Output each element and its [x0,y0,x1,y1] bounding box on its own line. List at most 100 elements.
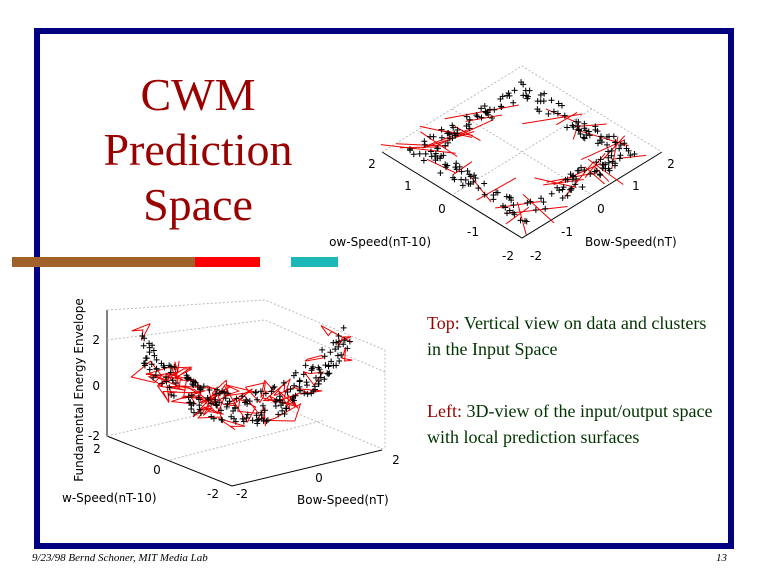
plus-marker [511,211,518,218]
axis-label: w-Speed(nT-10) [62,491,157,505]
tick-label: 0 [438,202,446,216]
plus-marker [569,122,576,129]
cluster-line [602,135,626,161]
plus-marker [184,376,191,383]
tick-label: -2 [88,429,100,443]
plus-marker [171,364,178,371]
plus-marker [338,351,345,358]
plus-marker [612,139,619,146]
plus-marker [249,417,256,424]
plus-marker [153,366,160,373]
plus-marker [140,342,147,349]
cluster-line [522,193,555,224]
caption: Left: 3D-view of the input/output space … [427,398,717,450]
cluster-line [435,119,494,147]
plus-marker [166,384,173,391]
plus-marker [148,361,155,368]
plus-marker [600,162,607,169]
cluster-line [476,177,517,201]
plus-marker [217,407,224,414]
plus-marker [146,340,153,347]
plus-marker [576,126,583,133]
plus-marker [226,398,233,405]
plus-marker [185,394,192,401]
cluster-line [593,165,610,182]
plus-marker [206,386,213,393]
plus-marker [416,150,423,157]
caption-lead: Top: [427,313,460,333]
plus-marker [168,391,175,398]
tick-label: 1 [632,179,640,193]
plus-marker [572,181,579,188]
plus-marker [444,162,451,169]
cluster-line [422,131,475,149]
plus-marker [422,150,429,157]
plus-marker [139,332,146,339]
plus-marker [188,392,195,399]
cluster-line [587,158,624,185]
grid-line [106,399,386,451]
plus-marker [213,391,220,398]
tick-label: 2 [392,453,400,467]
plus-marker [262,390,269,397]
plus-marker [254,396,261,403]
plus-marker [597,172,604,179]
plus-marker [608,152,615,159]
plus-marker [605,148,612,155]
plus-marker [330,339,337,346]
plus-marker [335,338,342,345]
plus-marker [190,409,197,416]
plus-marker [340,324,347,331]
plus-marker [222,395,229,402]
plus-marker [233,395,240,402]
plus-marker [451,130,458,137]
plus-marker [421,138,428,145]
plus-marker [151,352,158,359]
plus-marker [594,128,601,135]
plus-marker [212,401,219,408]
axis-label: Fundamental Energy Envelope [72,298,86,482]
plus-marker [562,176,569,183]
plus-marker [321,353,328,360]
plus-marker [341,337,348,344]
plus-marker [520,92,527,99]
plus-marker [216,399,223,406]
plus-marker [264,417,271,424]
plus-marker [259,402,266,409]
plus-marker [334,352,341,359]
plus-marker [470,178,477,185]
title-line: CWM [141,69,256,120]
plus-marker [599,165,606,172]
plus-marker [586,132,593,139]
plus-marker [218,416,225,423]
plus-marker [239,393,246,400]
grid-line [169,419,326,461]
plus-marker [463,122,470,129]
plus-marker [550,108,557,115]
tick-label: 2 [92,333,100,347]
plus-marker [481,180,488,187]
plus-marker [287,386,294,393]
plus-marker [325,363,332,370]
plus-marker [335,333,342,340]
plus-marker [427,148,434,155]
plus-marker [208,400,215,407]
plus-marker [159,380,166,387]
grid-line [106,319,386,373]
plus-marker [197,386,204,393]
plus-marker [581,120,588,127]
surface-patch [131,323,151,341]
surface-patch [262,377,291,402]
caption-text: 3D-view of the input/output space with l… [427,401,713,447]
plus-marker [593,159,600,166]
plus-marker [631,150,638,157]
plus-marker [224,390,231,397]
cluster-line [444,104,519,120]
plus-marker [488,114,495,121]
plus-marker [537,92,544,99]
plus-marker [510,202,517,209]
plot-marks [130,79,647,431]
surface-patch [174,360,180,380]
plus-marker [279,407,286,414]
